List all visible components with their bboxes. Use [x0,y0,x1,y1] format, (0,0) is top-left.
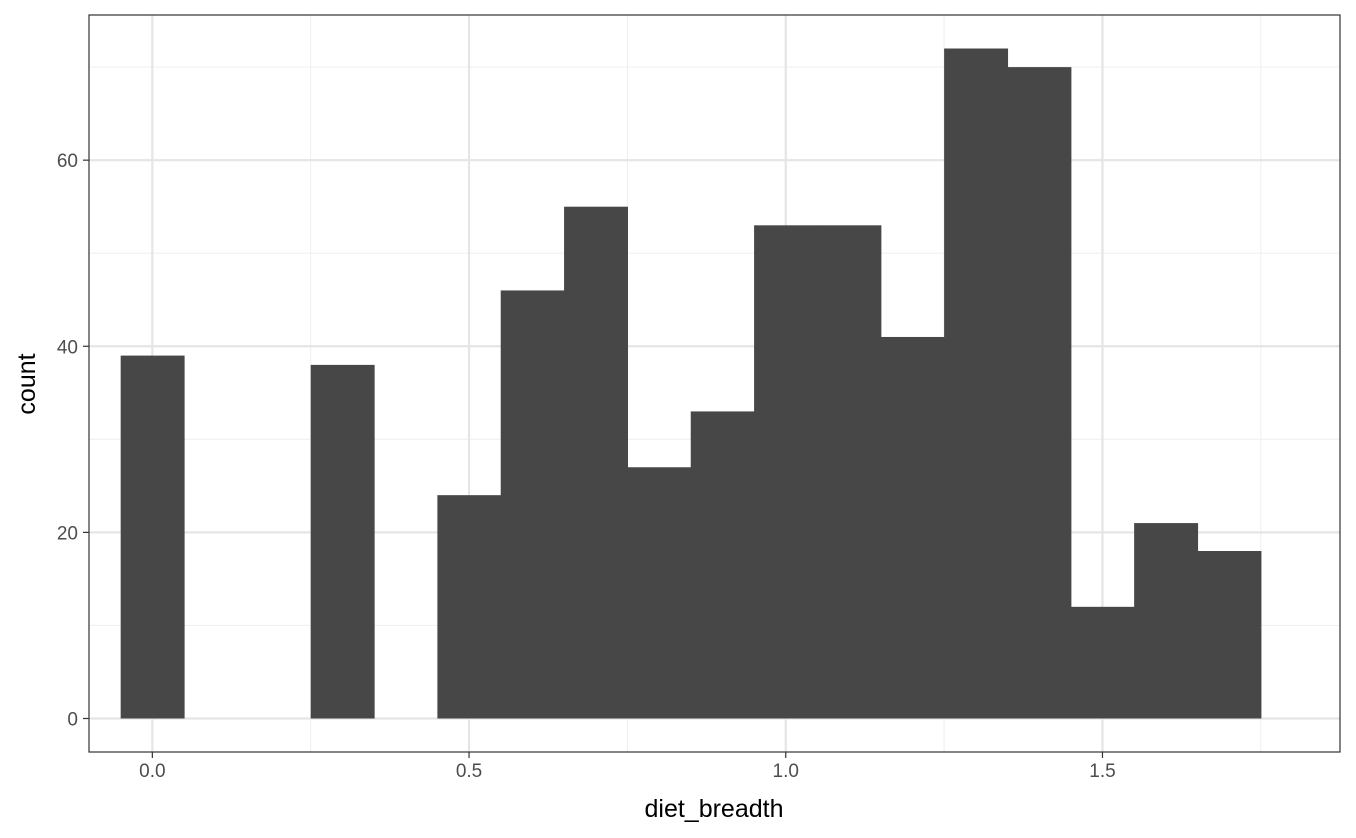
histogram-bar [564,206,629,719]
y-axis-title: count [13,353,41,414]
histogram-bar [120,355,185,719]
histogram-bar [1007,67,1072,719]
x-tick-label: 0.5 [456,761,482,782]
x-axis: 0.0 0.5 1.0 1.5 [139,752,1116,782]
x-tick-label: 1.0 [773,761,799,782]
histogram-bar [817,225,882,719]
histogram-bar [437,495,502,719]
panel-border [88,14,1341,753]
histogram-bar [1070,606,1135,719]
y-tick-label: 60 [57,151,78,172]
histogram-bar [1134,523,1199,719]
histogram-bar [310,364,375,719]
histogram-bar [754,225,819,719]
bars [120,48,1262,719]
histogram-bar [944,48,1009,719]
histogram-bar [1197,551,1262,719]
y-tick-label: 20 [57,523,78,544]
x-axis-title: diet_breadth [644,795,783,823]
y-axis: 0 20 40 60 [57,151,89,731]
histogram-bar [500,290,565,719]
x-tick-label: 0.0 [139,761,165,782]
histogram-bar [627,467,692,719]
y-tick-label: 40 [57,337,78,358]
histogram-bar [690,411,755,719]
y-tick-label: 0 [67,710,78,731]
histogram-bar [880,336,945,719]
x-tick-label: 1.5 [1089,761,1115,782]
